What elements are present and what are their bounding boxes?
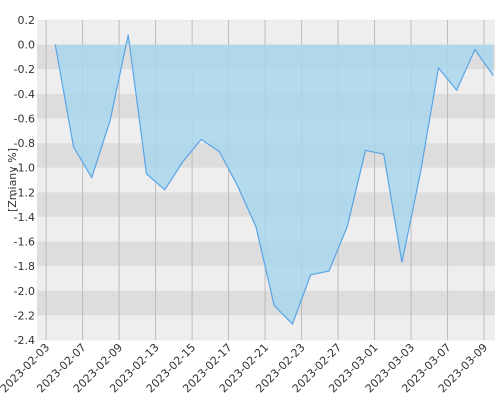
y-tick-label: -2.2 xyxy=(14,309,35,322)
y-axis-label: [Zmiany %] xyxy=(6,148,19,212)
line xyxy=(54,34,494,326)
band xyxy=(37,290,495,316)
y-tick-label: -0.8 xyxy=(14,137,35,150)
y-tick-label: -0.4 xyxy=(14,88,35,101)
y-tick-label: 0.0 xyxy=(18,39,36,52)
y-tick-label: -1.4 xyxy=(14,211,35,224)
y-tick-label: -0.6 xyxy=(14,112,35,125)
y-tick-label: -1.8 xyxy=(14,260,35,273)
y-tick-label: -2.0 xyxy=(14,285,35,298)
y-tick-label: -1.0 xyxy=(14,162,35,175)
y-tick-label: -1.6 xyxy=(14,236,35,249)
y-tick-label: 0.2 xyxy=(18,14,36,27)
y-tick-label: -1.2 xyxy=(14,186,35,199)
area-fill xyxy=(55,34,494,325)
y-tick-label: -0.2 xyxy=(14,63,35,76)
y-tick-label: -2.4 xyxy=(14,334,35,347)
